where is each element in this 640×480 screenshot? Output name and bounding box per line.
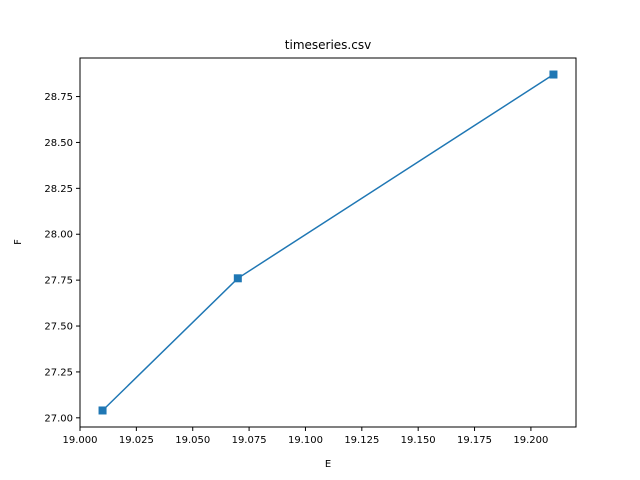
y-tick-label: 28.00 — [44, 230, 73, 241]
x-axis-ticks: 19.000 19.025 19.050 19.075 19.100 19.125 19.1… — [63, 427, 548, 446]
plot-area — [98, 70, 558, 415]
x-axis-label: E — [325, 459, 331, 470]
data-point-marker — [233, 274, 242, 283]
data-point-marker — [98, 406, 107, 415]
y-tick-label: 28.75 — [44, 92, 73, 103]
x-tick-label: 19.025 — [119, 435, 154, 446]
y-tick-label: 27.25 — [44, 367, 73, 378]
chart-title: timeseries.csv — [285, 38, 371, 52]
y-tick-label: 27.00 — [44, 413, 73, 424]
y-tick-label: 27.75 — [44, 276, 73, 287]
x-tick-label: 19.200 — [513, 435, 548, 446]
x-tick-label: 19.050 — [175, 435, 210, 446]
data-point-marker — [549, 70, 558, 79]
y-axis-ticks: 27.00 27.25 27.50 27.75 28.00 28.25 28.50 28.75 — [44, 92, 80, 424]
x-tick-label: 19.075 — [232, 435, 267, 446]
x-tick-label: 19.175 — [457, 435, 492, 446]
x-tick-label: 19.125 — [344, 435, 379, 446]
x-tick-label: 19.000 — [63, 435, 98, 446]
x-tick-label: 19.100 — [288, 435, 323, 446]
y-tick-label: 28.50 — [44, 138, 73, 149]
axes-frame — [79, 57, 577, 428]
y-tick-label: 27.50 — [44, 322, 73, 333]
y-tick-label: 28.25 — [44, 184, 73, 195]
x-tick-label: 19.150 — [401, 435, 436, 446]
y-axis-label: F — [13, 239, 24, 245]
